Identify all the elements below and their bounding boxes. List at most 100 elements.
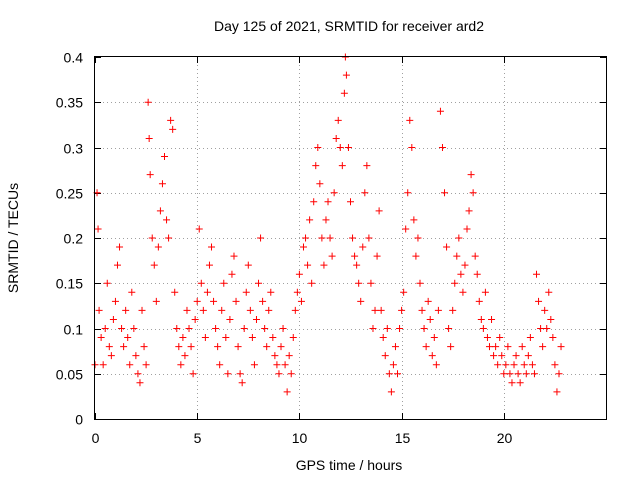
data-point	[310, 198, 318, 206]
data-point	[259, 297, 267, 305]
data-point	[465, 207, 473, 215]
data-point	[391, 343, 399, 351]
data-point	[539, 343, 547, 351]
data-point	[252, 315, 260, 323]
data-point	[434, 306, 442, 314]
data-point	[473, 270, 481, 278]
data-point	[177, 361, 185, 369]
data-point	[220, 279, 228, 287]
data-point	[132, 352, 140, 360]
data-point	[299, 243, 307, 251]
data-point	[255, 279, 263, 287]
data-point	[116, 243, 124, 251]
data-point	[518, 343, 526, 351]
data-point	[528, 361, 536, 369]
data-point	[326, 234, 334, 242]
data-point	[222, 334, 230, 342]
data-point	[533, 270, 541, 278]
data-point	[109, 315, 117, 323]
data-point	[383, 325, 391, 332]
data-point	[349, 234, 357, 242]
data-point	[128, 288, 136, 296]
data-point	[344, 144, 352, 151]
data-point	[99, 361, 107, 369]
data-point	[212, 325, 220, 332]
data-point	[475, 297, 483, 305]
data-point	[94, 225, 102, 233]
data-point	[406, 116, 414, 124]
data-point	[551, 361, 559, 369]
data-point	[369, 325, 377, 332]
data-point	[443, 243, 451, 251]
data-point	[226, 315, 234, 323]
data-point	[234, 343, 242, 351]
data-point	[432, 361, 440, 369]
data-point	[205, 261, 213, 269]
data-point	[445, 325, 453, 332]
data-point	[160, 153, 168, 161]
data-point	[293, 288, 301, 296]
data-point	[187, 343, 195, 351]
data-point	[145, 134, 153, 142]
y-tick-label: 0	[75, 412, 83, 428]
data-point	[122, 306, 130, 314]
data-point	[322, 216, 330, 224]
data-point	[308, 279, 316, 287]
data-point	[140, 343, 148, 351]
data-point	[199, 306, 207, 314]
data-point	[549, 334, 557, 342]
data-point	[214, 343, 222, 351]
data-point	[271, 352, 279, 360]
data-point	[414, 234, 422, 242]
data-point	[453, 252, 461, 260]
grid-lines	[95, 57, 606, 419]
data-point	[163, 216, 171, 224]
data-point	[508, 379, 516, 387]
data-point	[111, 297, 119, 305]
data-point	[351, 252, 359, 260]
data-point	[555, 370, 563, 378]
x-tick-label: 15	[395, 430, 411, 446]
data-point	[449, 306, 457, 314]
data-point	[379, 334, 387, 342]
data-point	[377, 306, 385, 314]
data-point	[277, 343, 285, 351]
data-point	[263, 343, 271, 351]
data-point	[324, 198, 332, 206]
data-point	[457, 270, 465, 278]
data-point	[218, 306, 226, 314]
data-point	[485, 343, 493, 351]
data-point	[203, 288, 211, 296]
data-point	[537, 325, 545, 332]
data-point	[318, 234, 326, 242]
data-point	[126, 361, 134, 369]
data-point	[304, 261, 312, 269]
data-point	[524, 352, 532, 360]
data-point	[236, 370, 244, 378]
data-point	[232, 297, 240, 305]
data-point	[381, 352, 389, 360]
data-point	[451, 279, 459, 287]
data-point	[242, 288, 250, 296]
data-point	[500, 370, 508, 378]
data-point	[118, 325, 126, 332]
data-point	[467, 171, 475, 179]
x-tick-label: 5	[194, 430, 202, 446]
data-point	[195, 225, 203, 233]
data-point	[483, 334, 491, 342]
data-point	[320, 261, 328, 269]
data-point	[248, 334, 256, 342]
data-point	[357, 297, 365, 305]
data-point	[363, 162, 371, 170]
data-point	[240, 325, 248, 332]
data-point	[230, 252, 238, 260]
data-point	[103, 279, 111, 287]
data-point	[400, 288, 408, 296]
data-point	[183, 306, 191, 314]
data-point	[389, 361, 397, 369]
data-point	[510, 361, 518, 369]
data-point	[283, 388, 291, 396]
data-point	[420, 325, 428, 332]
y-tick-label: 0.15	[56, 276, 83, 292]
